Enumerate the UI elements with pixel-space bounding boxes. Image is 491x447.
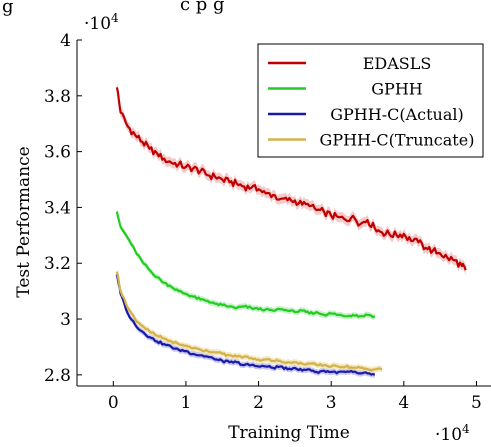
y-tick-label: 4 bbox=[60, 31, 71, 51]
x-tick-label: 5 bbox=[471, 393, 482, 413]
legend-label-gphh: GPHH bbox=[371, 80, 423, 99]
legend: EDASLS GPHH GPHH-C(Actual) GPHH-C(Truncate) bbox=[257, 43, 484, 158]
legend-label-gphh-c-actual: GPHH-C(Actual) bbox=[330, 105, 464, 124]
legend-label-edasls: EDASLS bbox=[363, 54, 432, 73]
x-tick-label: 1 bbox=[181, 393, 192, 413]
x-multiplier: ·104 bbox=[435, 422, 470, 445]
series-lines bbox=[115, 87, 467, 376]
y-tick-label: 3.4 bbox=[44, 198, 71, 218]
legend-label-gphh-c-truncate: GPHH-C(Truncate) bbox=[320, 131, 475, 150]
series-line-edasls bbox=[115, 87, 467, 271]
x-tick-label: 3 bbox=[326, 393, 337, 413]
y-tick-label: 3 bbox=[60, 310, 71, 330]
y-multiplier: ·104 bbox=[84, 11, 119, 34]
band-edasls bbox=[116, 82, 466, 276]
axes bbox=[76, 40, 491, 387]
band-gphh-c-truncate bbox=[116, 268, 383, 374]
series-line-gphh-c-actual bbox=[115, 274, 376, 376]
x-axis-label: Training Time bbox=[228, 423, 350, 443]
top-text-fragment: g bbox=[2, 0, 14, 17]
band-gphh-c-actual bbox=[116, 271, 375, 378]
ticks: 0 1 2 3 4 5 2.8 3 3.2 3.4 3.6 3.8 4 bbox=[44, 31, 482, 413]
band-gphh bbox=[116, 208, 375, 321]
y-tick-label: 3.6 bbox=[44, 143, 71, 163]
x-tick-label: 0 bbox=[108, 393, 119, 413]
y-tick-label: 3.2 bbox=[44, 254, 71, 274]
series-line-gphh bbox=[115, 211, 376, 319]
y-axis-label: Test Performance bbox=[14, 146, 34, 297]
top-text-fragment-right: c p g bbox=[180, 0, 225, 15]
x-tick-label: 2 bbox=[253, 393, 264, 413]
x-tick-label: 4 bbox=[398, 393, 409, 413]
y-tick-label: 2.8 bbox=[44, 366, 71, 386]
series-line-gphh-c-truncate bbox=[115, 271, 383, 372]
y-tick-label: 3.8 bbox=[44, 87, 71, 107]
